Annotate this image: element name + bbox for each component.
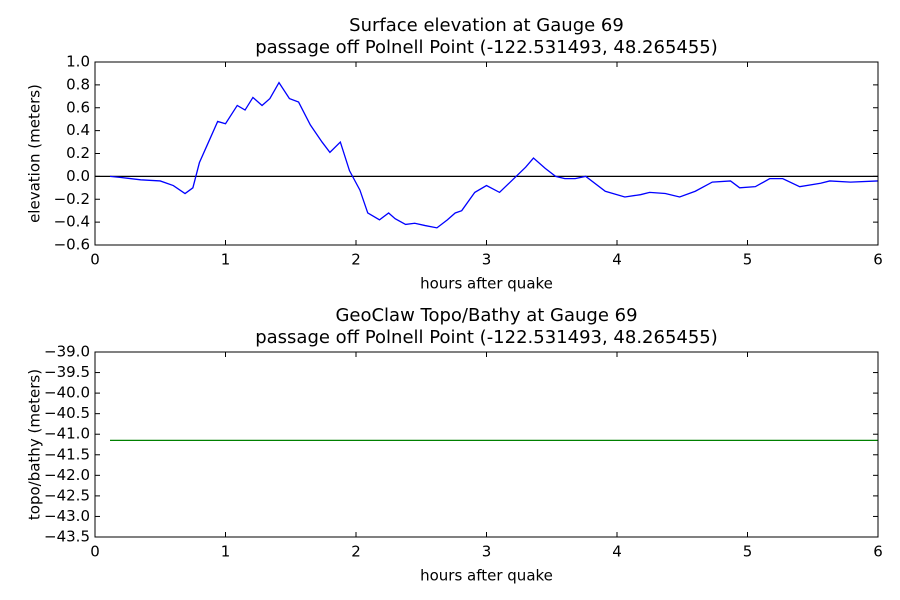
chart-title: Surface elevation at Gauge 69	[349, 15, 624, 36]
x-tick-label: 0	[90, 251, 100, 269]
y-tick-label: −40.0	[44, 384, 90, 402]
y-tick-label: 0.2	[66, 144, 90, 162]
plot-frame	[94, 351, 879, 538]
x-tick-label: 6	[873, 251, 883, 269]
y-tick-label: 1.0	[66, 53, 90, 71]
y-tick-label: −42.5	[44, 486, 90, 504]
x-tick-label: 4	[612, 251, 622, 269]
y-axis-label: elevation (meters)	[26, 84, 44, 223]
y-tick-label: −40.5	[44, 404, 90, 422]
y-tick-label: −39.0	[44, 343, 90, 361]
x-tick-label: 2	[351, 251, 361, 269]
plot-frame	[94, 61, 879, 246]
y-tick-label: −41.5	[44, 445, 90, 463]
x-tick-label: 0	[90, 543, 100, 561]
chart-subtitle: passage off Polnell Point (-122.531493, …	[255, 327, 718, 348]
y-tick-label: 0.0	[66, 167, 90, 185]
y-tick-label: −42.0	[44, 466, 90, 484]
x-axis-label: hours after quake	[420, 567, 553, 585]
x-tick-label: 5	[743, 251, 753, 269]
y-tick-label: 0.6	[66, 98, 90, 116]
y-axis-label: topo/bathy (meters)	[26, 369, 44, 520]
y-tick-label: −0.2	[54, 190, 90, 208]
x-tick-label: 6	[873, 543, 883, 561]
y-tick-label: 0.4	[66, 121, 90, 139]
x-axis-label: hours after quake	[420, 275, 553, 293]
chart-title: GeoClaw Topo/Bathy at Gauge 69	[335, 305, 637, 326]
x-tick-label: 1	[221, 543, 231, 561]
x-tick-label: 1	[221, 251, 231, 269]
y-tick-label: −0.4	[54, 213, 90, 231]
y-tick-label: −43.0	[44, 507, 90, 525]
x-tick-label: 3	[482, 543, 492, 561]
y-tick-label: −41.0	[44, 425, 90, 443]
y-tick-label: −39.5	[44, 363, 90, 381]
x-tick-label: 4	[612, 543, 622, 561]
data-line	[109, 81, 879, 229]
x-tick-label: 5	[743, 543, 753, 561]
y-tick-label: −43.5	[44, 528, 90, 546]
x-tick-label: 2	[351, 543, 361, 561]
x-tick-label: 3	[482, 251, 492, 269]
y-tick-label: 0.8	[66, 75, 90, 93]
y-tick-label: −0.6	[54, 236, 90, 254]
chart-subtitle: passage off Polnell Point (-122.531493, …	[255, 37, 718, 58]
